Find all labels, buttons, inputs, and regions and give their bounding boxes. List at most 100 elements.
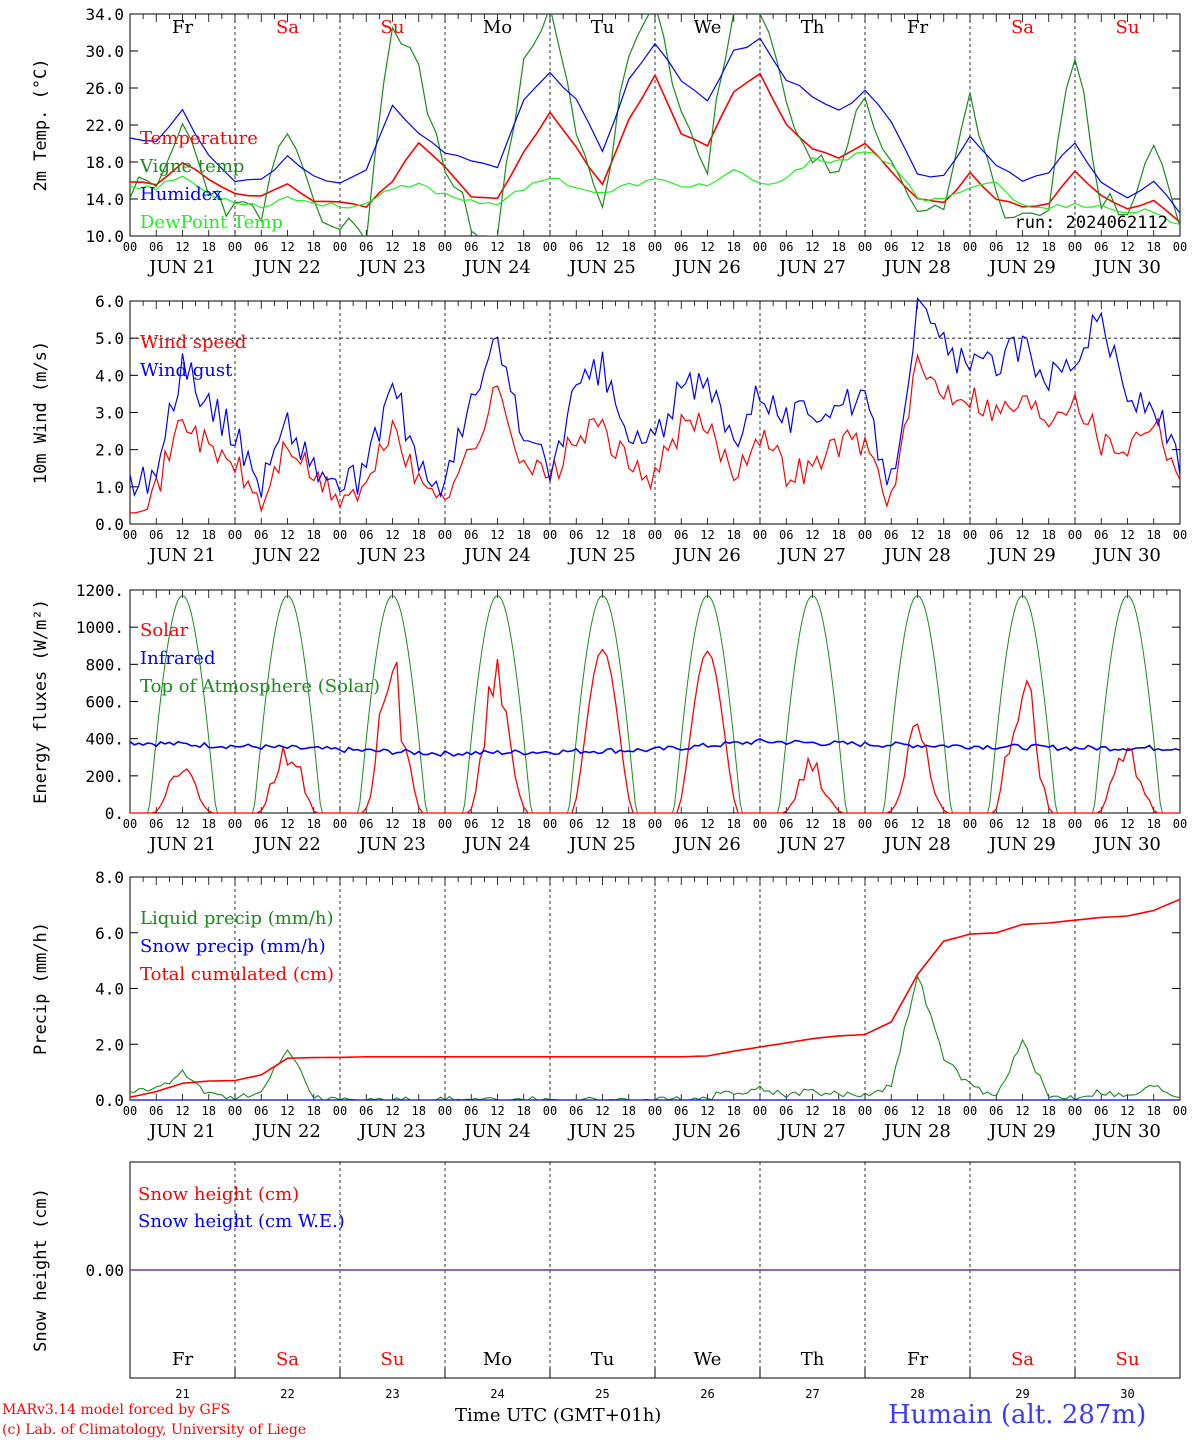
precip-ytick-label: 6.0 [95, 924, 124, 943]
precip-hour-label: 00 [543, 1104, 557, 1118]
run-annotation: run: 2024062112 [1014, 213, 1168, 233]
precip-hour-label: 00 [1173, 1104, 1187, 1118]
temp-hour-label: 12 [385, 240, 399, 254]
energy-hour-label: 06 [359, 817, 373, 831]
wind-hour-label: 12 [490, 528, 504, 542]
weekday-label-bottom: Su [381, 1349, 405, 1370]
wind-hour-label: 06 [674, 528, 688, 542]
precip-hour-label: 18 [1147, 1104, 1161, 1118]
legend-temperature: Temperature [140, 128, 258, 149]
precip-hour-label: 12 [910, 1104, 924, 1118]
snow-ytick-label: 0.00 [85, 1261, 124, 1280]
precip-ytick-label: 0.0 [95, 1091, 124, 1110]
energy-hour-label: 18 [832, 817, 846, 831]
wind-hour-label: 12 [700, 528, 714, 542]
energy-hour-label: 18 [412, 817, 426, 831]
legend-top-of-atmosphere-solar: Top of Atmosphere (Solar) [140, 676, 380, 697]
precip-hour-label: 06 [989, 1104, 1003, 1118]
energy-hour-label: 18 [937, 817, 951, 831]
precip-hour-label: 06 [254, 1104, 268, 1118]
credit-line-1: MARv3.14 model forced by GFS [2, 1402, 231, 1418]
energy-ytick-label: 200. [85, 767, 124, 786]
precip-hour-label: 00 [123, 1104, 137, 1118]
temp-date-label: JUN 27 [777, 257, 846, 278]
temp-ylabel: 2m Temp. (°C) [31, 58, 51, 191]
series-solar [130, 648, 1180, 814]
day-number-label: 23 [385, 1387, 399, 1401]
wind-date-label: JUN 27 [777, 545, 846, 566]
weekday-label: Fr [172, 17, 193, 38]
temp-hour-label: 00 [753, 240, 767, 254]
temp-date-label: JUN 21 [147, 257, 216, 278]
temp-hour-label: 00 [438, 240, 452, 254]
energy-hour-label: 06 [779, 817, 793, 831]
precip-date-label: JUN 30 [1092, 1121, 1161, 1142]
day-number-label: 27 [805, 1387, 819, 1401]
precip-hour-label: 00 [858, 1104, 872, 1118]
wind-hour-label: 00 [228, 528, 242, 542]
wind-hour-label: 18 [1042, 528, 1056, 542]
weekday-label: Mo [483, 17, 512, 38]
energy-hour-label: 00 [648, 817, 662, 831]
energy-date-label: JUN 29 [987, 834, 1056, 855]
energy-hour-label: 12 [910, 817, 924, 831]
precip-hour-label: 00 [963, 1104, 977, 1118]
temp-hour-label: 12 [280, 240, 294, 254]
weekday-label: Th [801, 17, 825, 38]
wind-hour-label: 18 [1147, 528, 1161, 542]
wind-hour-label: 18 [937, 528, 951, 542]
wind-hour-label: 06 [1094, 528, 1108, 542]
precip-hour-label: 12 [1120, 1104, 1134, 1118]
wind-hour-label: 12 [1120, 528, 1134, 542]
precip-hour-label: 12 [385, 1104, 399, 1118]
precip-hour-label: 12 [175, 1104, 189, 1118]
precip-date-label: JUN 22 [252, 1121, 321, 1142]
x-axis-title: Time UTC (GMT+01h) [455, 1405, 662, 1426]
temp-ytick-label: 26.0 [85, 79, 124, 98]
energy-hour-label: 18 [622, 817, 636, 831]
temp-hour-label: 06 [884, 240, 898, 254]
weekday-label-bottom: Fr [172, 1349, 193, 1370]
wind-hour-label: 06 [569, 528, 583, 542]
energy-hour-label: 06 [884, 817, 898, 831]
precip-hour-label: 00 [333, 1104, 347, 1118]
wind-hour-label: 18 [412, 528, 426, 542]
precip-hour-label: 18 [937, 1104, 951, 1118]
precip-hour-label: 18 [727, 1104, 741, 1118]
energy-hour-label: 12 [385, 817, 399, 831]
wind-hour-label: 00 [753, 528, 767, 542]
series-vigne-temp [130, 14, 1180, 236]
wind-date-label: JUN 23 [357, 545, 426, 566]
series-wind-gust [129, 296, 1181, 499]
precip-ytick-label: 4.0 [95, 980, 124, 999]
legend-snow-height-cm-w-e: Snow height (cm W.E.) [138, 1211, 345, 1232]
energy-hour-label: 06 [149, 817, 163, 831]
legend-total-cumulated-cm: Total cumulated (cm) [140, 964, 334, 985]
energy-date-label: JUN 30 [1092, 834, 1161, 855]
wind-hour-label: 00 [438, 528, 452, 542]
temp-hour-label: 00 [543, 240, 557, 254]
legend-wind-gust: Wind gust [140, 360, 233, 381]
wind-hour-label: 06 [779, 528, 793, 542]
temp-hour-label: 18 [307, 240, 321, 254]
precip-date-label: JUN 26 [672, 1121, 741, 1142]
station-name: Humain (alt. 287m) [888, 1400, 1147, 1430]
precip-hour-label: 18 [202, 1104, 216, 1118]
day-number-label: 24 [490, 1387, 504, 1401]
wind-hour-label: 12 [280, 528, 294, 542]
energy-date-label: JUN 26 [672, 834, 741, 855]
wind-hour-label: 18 [202, 528, 216, 542]
precip-hour-label: 00 [648, 1104, 662, 1118]
wind-hour-label: 06 [359, 528, 373, 542]
wind-ytick-label: 0.0 [95, 515, 124, 534]
energy-ytick-label: 400. [85, 730, 124, 749]
temp-hour-label: 00 [123, 240, 137, 254]
energy-ytick-label: 0. [105, 804, 124, 823]
temp-ytick-label: 22.0 [85, 116, 124, 135]
legend-vigne-temp: Vigne temp [139, 156, 244, 177]
wind-hour-label: 12 [175, 528, 189, 542]
temp-ytick-label: 14.0 [85, 190, 124, 209]
energy-hour-label: 18 [202, 817, 216, 831]
day-number-label: 21 [175, 1387, 189, 1401]
